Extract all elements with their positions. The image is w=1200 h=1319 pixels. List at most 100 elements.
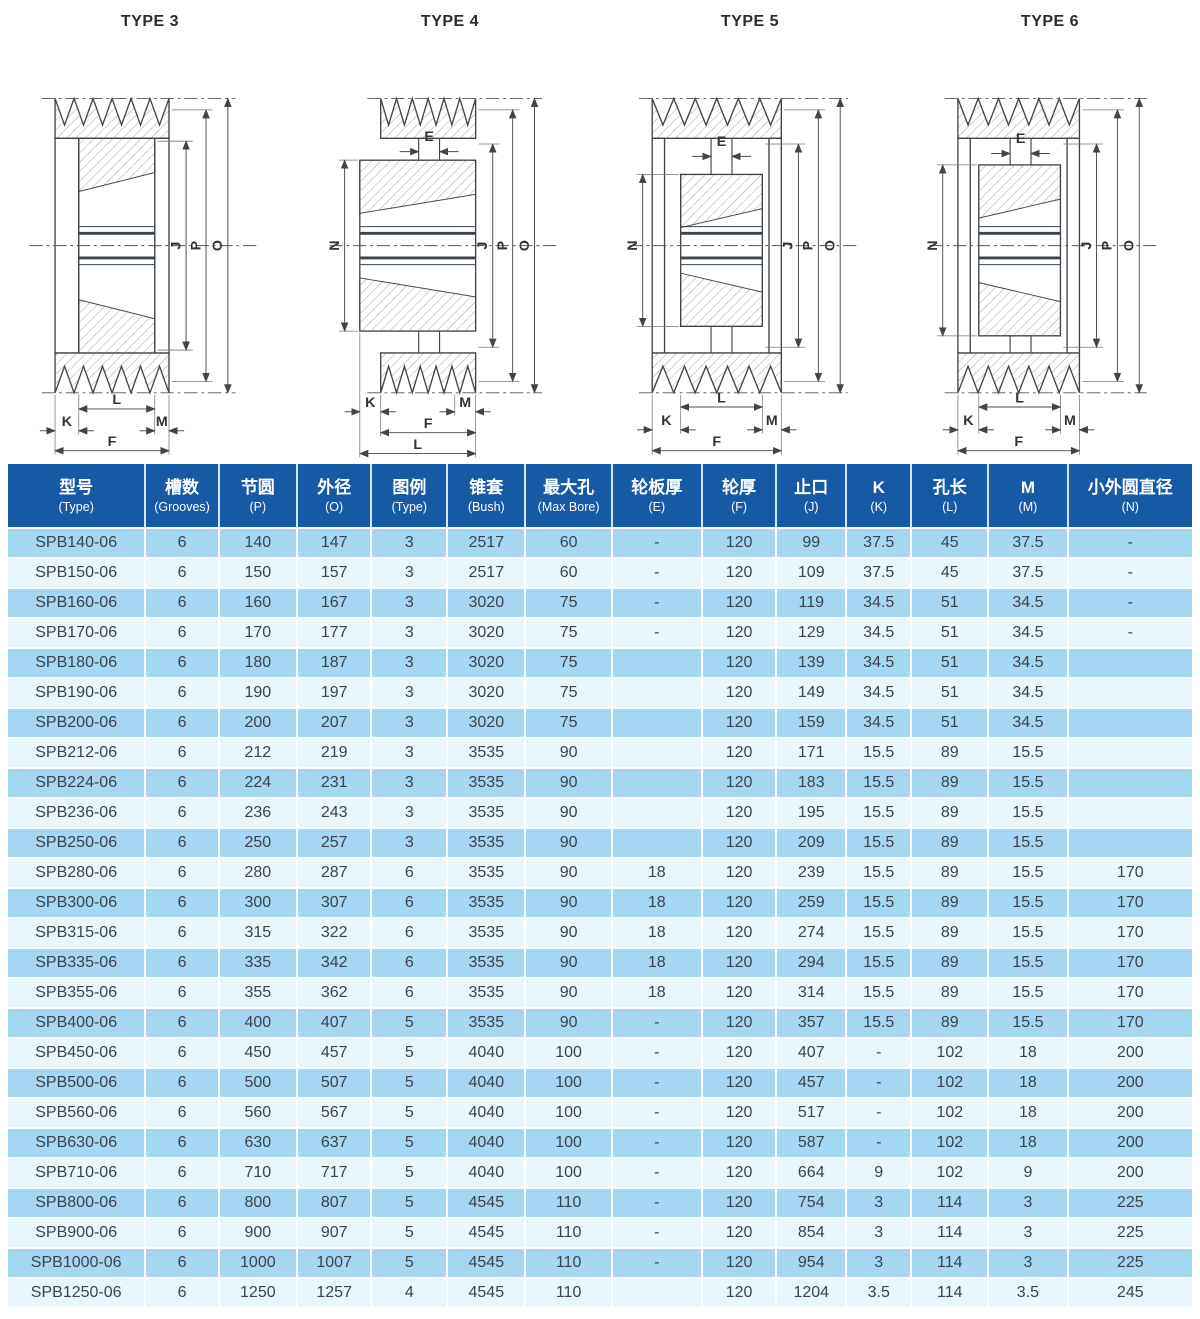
- table-cell: 15.5: [846, 918, 913, 949]
- table-cell: 170: [1067, 1008, 1192, 1039]
- table-row: SPB450-06 6 450 457 5 4040 100-120 407-102 18 200: [8, 1038, 1192, 1069]
- table-cell: 209: [776, 828, 848, 859]
- table-cell: 90: [525, 828, 613, 859]
- dim-label: E: [717, 134, 727, 150]
- table-cell: 90: [525, 918, 613, 949]
- table-cell: -: [846, 1068, 913, 1099]
- table-cell: 15.5: [988, 978, 1069, 1009]
- table-cell: 287: [296, 858, 373, 889]
- table-cell: 110: [525, 1218, 613, 1249]
- table-row: SPB400-06 6 400 407 5 3535 90-120 357 15.5 89 15.5…: [8, 1008, 1192, 1039]
- table-cell: SPB1250-06: [8, 1278, 147, 1309]
- table-cell: [611, 798, 703, 829]
- dim-label: F: [108, 434, 117, 450]
- table-cell: SPB315-06: [8, 918, 147, 949]
- table-cell: 89: [911, 858, 990, 889]
- column-header: 轮厚 (F): [701, 464, 778, 529]
- table-cell: 6: [145, 1188, 220, 1219]
- table-cell: 34.5: [846, 648, 913, 679]
- table-cell: SPB180-06: [8, 648, 147, 679]
- table-cell: 171: [776, 738, 848, 769]
- table-cell: 15.5: [988, 738, 1069, 769]
- table-cell: 37.5: [846, 528, 913, 559]
- table-cell: SPB335-06: [8, 948, 147, 979]
- table-cell: 183: [776, 768, 848, 799]
- table-cell: 6: [145, 708, 220, 739]
- table-cell: [611, 1278, 703, 1309]
- table-cell: 225: [1067, 1188, 1192, 1219]
- table-cell: [1067, 738, 1192, 769]
- table-cell: 89: [911, 738, 990, 769]
- table-cell: 120: [701, 648, 778, 679]
- table-cell: 507: [296, 1068, 373, 1099]
- table-cell: 5: [371, 1218, 449, 1249]
- table-cell: 407: [776, 1038, 848, 1069]
- column-header-en: (P): [249, 499, 267, 514]
- table-cell: 322: [296, 918, 373, 949]
- table-cell: -: [1067, 558, 1192, 589]
- table-cell: [1067, 768, 1192, 799]
- table-cell: 15.5: [846, 798, 913, 829]
- column-header-en: (N): [1121, 499, 1139, 514]
- table-cell: -: [611, 1038, 703, 1069]
- table-cell: 120: [701, 1038, 778, 1069]
- table-cell: 225: [1067, 1218, 1192, 1249]
- table-cell: 102: [911, 1068, 990, 1099]
- table-cell: 18: [611, 978, 703, 1009]
- table-cell: 37.5: [988, 558, 1069, 589]
- column-header-zh: 孔长: [932, 477, 967, 497]
- table-cell: 900: [218, 1218, 298, 1249]
- table-cell: 160: [218, 588, 298, 619]
- table-cell: 207: [296, 708, 373, 739]
- table-cell: 102: [911, 1158, 990, 1189]
- table-cell: 3: [988, 1218, 1069, 1249]
- table-cell: -: [611, 618, 703, 649]
- table-cell: -: [846, 1128, 913, 1159]
- table-cell: 4040: [447, 1128, 527, 1159]
- table-cell: 300: [218, 888, 298, 919]
- table-cell: 34.5: [988, 708, 1069, 739]
- table-cell: 15.5: [988, 798, 1069, 829]
- table-cell: 6: [145, 618, 220, 649]
- table-cell: 149: [776, 678, 848, 709]
- table-row: SPB140-06 6 140 147 3 2517 60-120 99 37.5 45 37.5-: [8, 528, 1192, 559]
- table-cell: SPB400-06: [8, 1008, 147, 1039]
- table-cell: 75: [525, 678, 613, 709]
- table-cell: 407: [296, 1008, 373, 1039]
- table-cell: 120: [701, 1248, 778, 1279]
- table-cell: 3.5: [846, 1278, 913, 1309]
- table-cell: 200: [1067, 1098, 1192, 1129]
- column-header-en: (Type): [391, 499, 428, 514]
- table-cell: 5: [371, 1098, 449, 1129]
- table-cell: 315: [218, 918, 298, 949]
- table-cell: 89: [911, 888, 990, 919]
- table-cell: 800: [218, 1188, 298, 1219]
- table-cell: 3020: [447, 618, 527, 649]
- table-cell: 3535: [447, 888, 527, 919]
- table-cell: SPB140-06: [8, 528, 147, 559]
- dim-label: O: [823, 240, 839, 251]
- dim-label: N: [925, 240, 941, 250]
- table-cell: 157: [296, 558, 373, 589]
- table-cell: -: [611, 1128, 703, 1159]
- dim-label: P: [801, 241, 817, 251]
- dim-label: E: [1016, 131, 1026, 147]
- table-cell: 120: [701, 978, 778, 1009]
- table-cell: 3: [988, 1248, 1069, 1279]
- table-row: SPB710-06 6 710 717 5 4040 100-120 664 9 102 9 200: [8, 1158, 1192, 1189]
- table-cell: [1067, 648, 1192, 679]
- table-cell: 190: [218, 678, 298, 709]
- table-cell: 245: [1067, 1278, 1192, 1309]
- table-cell: 120: [701, 588, 778, 619]
- table-cell: 114: [911, 1218, 990, 1249]
- table-cell: 4545: [447, 1218, 527, 1249]
- table-cell: SPB800-06: [8, 1188, 147, 1219]
- table-cell: 954: [776, 1248, 848, 1279]
- table-cell: 75: [525, 708, 613, 739]
- table-cell: SPB236-06: [8, 798, 147, 829]
- table-cell: 100: [525, 1098, 613, 1129]
- table-cell: SPB212-06: [8, 738, 147, 769]
- table-cell: [611, 738, 703, 769]
- table-cell: 3: [371, 558, 449, 589]
- table-cell: SPB630-06: [8, 1128, 147, 1159]
